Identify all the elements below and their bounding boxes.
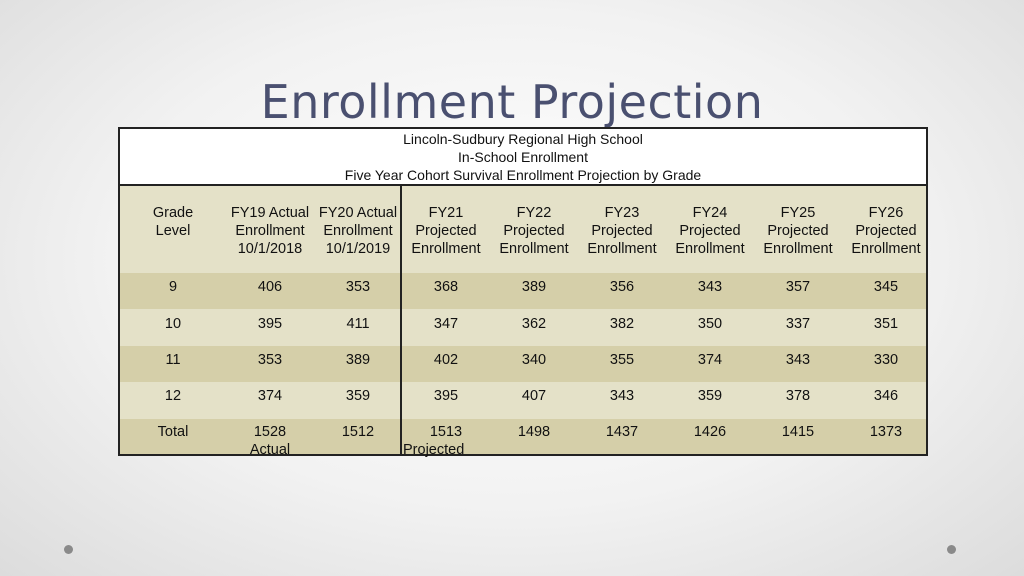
column-divider xyxy=(400,186,402,454)
column-header: Projected xyxy=(415,223,477,239)
table-cell: 345 xyxy=(873,279,899,295)
table-cell: 356 xyxy=(609,279,635,295)
table-cell: 374 xyxy=(257,388,283,404)
column-header: Enrollment xyxy=(763,241,833,257)
table-cell: 343 xyxy=(697,279,723,295)
table-cell: 359 xyxy=(345,388,371,404)
column-header: FY25 xyxy=(780,205,816,221)
nav-dot-right xyxy=(947,545,956,554)
table-cell: 346 xyxy=(873,388,899,404)
table-cell: 389 xyxy=(521,279,547,295)
table-cell: 395 xyxy=(257,316,283,332)
column-header: Enrollment xyxy=(323,223,393,239)
table-cell: 362 xyxy=(521,316,547,332)
column-header: FY23 xyxy=(604,205,640,221)
table-cell: 402 xyxy=(433,352,459,368)
table-cell: 389 xyxy=(345,352,371,368)
column-header: FY21 xyxy=(428,205,464,221)
row-label: 10 xyxy=(164,316,182,332)
column-header: Level xyxy=(155,223,191,239)
caption-subtitle: In-School Enrollment xyxy=(458,149,588,165)
column-header: Grade xyxy=(152,205,194,221)
column-header: Projected xyxy=(679,223,741,239)
column-header: Projected xyxy=(767,223,829,239)
row-label: 9 xyxy=(168,279,178,295)
table-caption: Lincoln-Sudbury Regional High School In-… xyxy=(120,129,926,186)
table-cell: 357 xyxy=(785,279,811,295)
table-cell: 353 xyxy=(345,279,371,295)
row-band xyxy=(120,273,926,309)
table-cell: 1373 xyxy=(869,424,903,440)
table-cell: 395 xyxy=(433,388,459,404)
table-cell: 347 xyxy=(433,316,459,332)
table-cell: 340 xyxy=(521,352,547,368)
column-header: Enrollment xyxy=(851,241,921,257)
row-label: Total xyxy=(157,424,189,440)
row-band xyxy=(120,419,926,454)
table-cell: 1528 xyxy=(253,424,287,440)
table-cell: 330 xyxy=(873,352,899,368)
nav-dot-left xyxy=(64,545,73,554)
column-header: Projected xyxy=(855,223,917,239)
table-cell: 355 xyxy=(609,352,635,368)
column-header: Projected xyxy=(591,223,653,239)
column-header: FY19 Actual xyxy=(230,205,310,221)
column-header: Enrollment xyxy=(675,241,745,257)
total-note-actual: Actual xyxy=(249,442,291,458)
table-cell: 351 xyxy=(873,316,899,332)
table-cell: 1415 xyxy=(781,424,815,440)
column-header: 10/1/2018 xyxy=(237,241,303,257)
enrollment-table: Lincoln-Sudbury Regional High School In-… xyxy=(118,127,928,458)
table-cell: 378 xyxy=(785,388,811,404)
column-header: Enrollment xyxy=(411,241,481,257)
column-header: Projected xyxy=(503,223,565,239)
row-label: 12 xyxy=(164,388,182,404)
table-cell: 353 xyxy=(257,352,283,368)
column-header: FY22 xyxy=(516,205,552,221)
row-band xyxy=(120,346,926,382)
table-cell: 343 xyxy=(785,352,811,368)
column-header: Enrollment xyxy=(235,223,305,239)
table-cell: 1426 xyxy=(693,424,727,440)
column-header: Enrollment xyxy=(499,241,569,257)
table-cell: 382 xyxy=(609,316,635,332)
table-cell: 1498 xyxy=(517,424,551,440)
table-cell: 407 xyxy=(521,388,547,404)
column-header: FY24 xyxy=(692,205,728,221)
column-header: 10/1/2019 xyxy=(325,241,391,257)
table-cell: 368 xyxy=(433,279,459,295)
column-header: FY20 Actual xyxy=(318,205,398,221)
column-header: Enrollment xyxy=(587,241,657,257)
table-cell: 1513 xyxy=(429,424,463,440)
table-cell: 406 xyxy=(257,279,283,295)
slide-title: Enrollment Projection xyxy=(260,75,764,129)
table-cell: 350 xyxy=(697,316,723,332)
table-cell: 411 xyxy=(346,316,370,332)
total-note-projected: Projected xyxy=(403,442,465,458)
table-cell: 343 xyxy=(609,388,635,404)
table-cell: 337 xyxy=(785,316,811,332)
caption-school: Lincoln-Sudbury Regional High School xyxy=(403,131,643,147)
table-cell: 359 xyxy=(697,388,723,404)
row-label: 11 xyxy=(165,352,181,368)
table-cell: 1512 xyxy=(341,424,375,440)
table-body: Grade Level FY19 Actual Enrollment 10/1/2018… xyxy=(120,186,926,458)
column-header: FY26 xyxy=(868,205,904,221)
table-cell: 1437 xyxy=(605,424,639,440)
table-cell: 374 xyxy=(697,352,723,368)
caption-description: Five Year Cohort Survival Enrollment Pro… xyxy=(344,167,702,183)
